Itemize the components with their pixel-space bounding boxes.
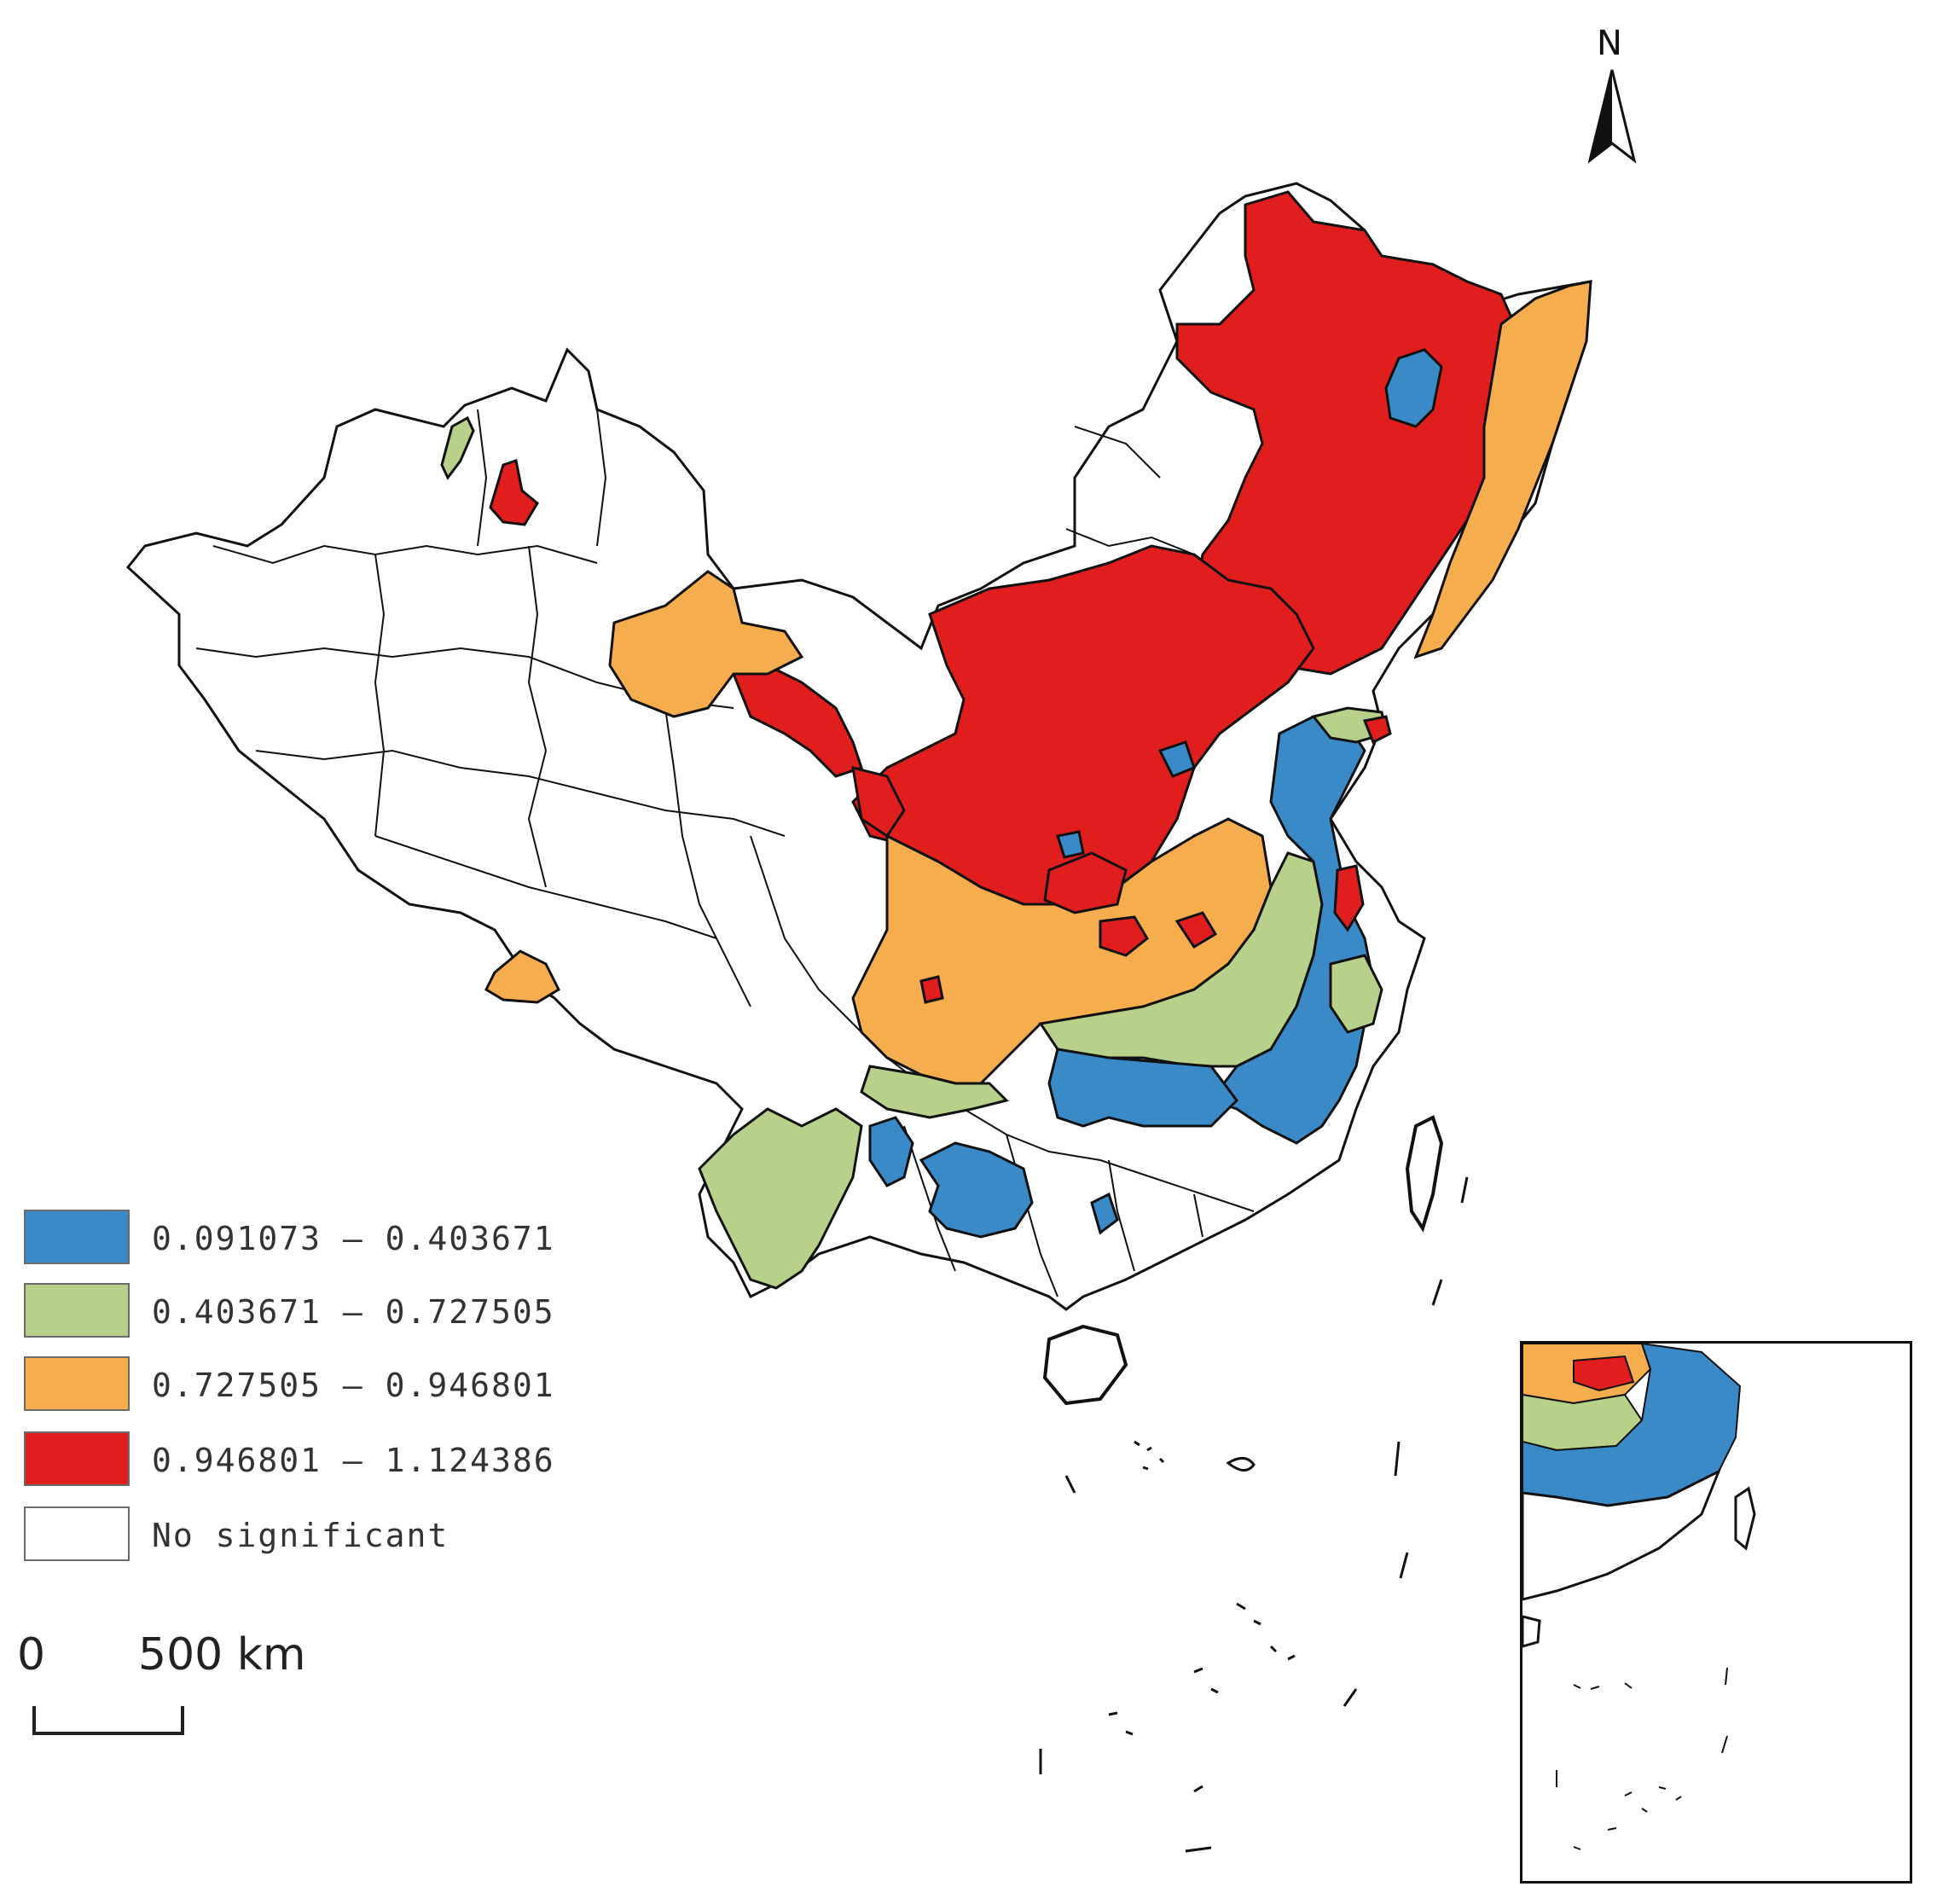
region-central-red-d xyxy=(1174,911,1218,949)
region-jiangsu-red xyxy=(1333,864,1365,932)
south-sea-islands xyxy=(1039,1176,1469,1853)
inset-islands xyxy=(1556,1667,1728,1850)
region-zhejiang-green xyxy=(1329,954,1383,1034)
legend-swatch-class2 xyxy=(24,1283,130,1338)
legend-label-class2: 0.403671 — 0.727505 xyxy=(152,1293,555,1331)
legend-item-class2: 0.403671 — 0.727505 xyxy=(24,1283,638,1338)
inset-map-graphic xyxy=(1522,1344,1756,1850)
region-northeast-orange xyxy=(1413,280,1592,659)
region-xinjiang-red xyxy=(489,459,539,526)
region-central-red-c xyxy=(919,975,944,1004)
legend-item-class4: 0.946801 — 1.124386 xyxy=(24,1431,638,1486)
scale-bar: 0 500 km xyxy=(17,1629,324,1749)
region-south-blue xyxy=(1047,1048,1238,1128)
region-northeast-red xyxy=(1175,190,1520,676)
north-letter: N xyxy=(1597,24,1622,63)
region-central-red-b xyxy=(1099,915,1149,957)
scale-zero-label: 0 xyxy=(17,1629,46,1681)
region-central-red-a xyxy=(1043,851,1128,914)
legend-label-class4: 0.946801 — 1.124386 xyxy=(152,1442,555,1479)
region-north-red xyxy=(851,544,1315,906)
legend-swatch-class3 xyxy=(24,1356,130,1411)
region-heilongjiang-blue xyxy=(1384,348,1443,428)
region-jiuquan-orange xyxy=(608,570,804,718)
region-xinjiang-green xyxy=(440,415,475,480)
region-yunnan-green xyxy=(698,1107,863,1290)
region-guizhou-green xyxy=(860,1065,1009,1119)
scale-line xyxy=(32,1706,184,1735)
legend-label-none: No significant xyxy=(152,1517,449,1554)
inset-region-white xyxy=(1522,1468,1721,1601)
region-east-blue xyxy=(1209,715,1375,1145)
legend-swatch-class4 xyxy=(24,1431,130,1486)
region-blue-spot-c xyxy=(1090,1192,1119,1235)
region-gansu-red xyxy=(731,664,863,778)
inset-map xyxy=(1520,1341,1912,1884)
north-arrow: N xyxy=(1578,24,1646,169)
region-blue-spot-a xyxy=(1056,830,1085,859)
legend-item-none: No significant xyxy=(24,1506,638,1561)
legend-swatch-class1 xyxy=(24,1210,130,1264)
scale-distance-label: 500 km xyxy=(138,1629,306,1681)
inset-taiwan xyxy=(1734,1486,1756,1551)
taiwan-island xyxy=(1405,1115,1444,1233)
legend-item-class3: 0.727505 — 0.946801 xyxy=(24,1356,638,1411)
legend-item-class1: 0.091073 — 0.403671 xyxy=(24,1210,638,1264)
inset-region-red xyxy=(1573,1355,1635,1392)
legend-label-class1: 0.091073 — 0.403671 xyxy=(152,1220,555,1257)
region-guangxi-blue xyxy=(919,1141,1034,1239)
region-blue-spot-b xyxy=(1157,740,1196,778)
region-tibet-orange xyxy=(484,949,560,1004)
legend-swatch-none xyxy=(24,1506,130,1561)
region-gansu-red-2 xyxy=(851,765,906,839)
inset-hainan xyxy=(1522,1615,1541,1648)
north-arrow-icon xyxy=(1587,69,1637,164)
legend-label-class3: 0.727505 — 0.946801 xyxy=(152,1367,555,1404)
region-shandong-red xyxy=(1362,715,1392,745)
hainan-island xyxy=(1042,1324,1128,1406)
region-guizhou-blue xyxy=(868,1116,914,1187)
